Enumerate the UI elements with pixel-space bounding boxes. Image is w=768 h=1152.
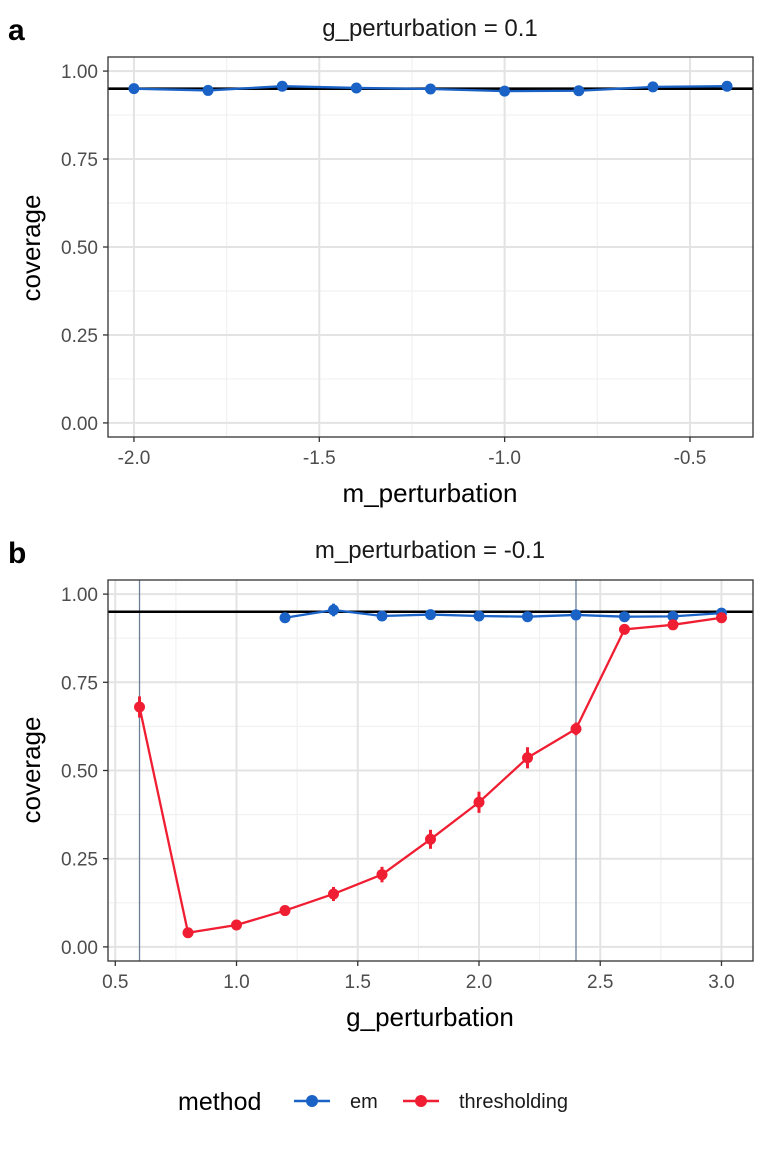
panel-b-y-axis-title: coverage xyxy=(16,717,46,824)
panel-label-b: b xyxy=(8,537,26,570)
panel-b-series-thresholding-point xyxy=(182,927,194,939)
panel-a-x-tick-label: -1.0 xyxy=(488,448,521,469)
panel-a-y-tick-label: 0.00 xyxy=(61,414,98,435)
panel-a-title: g_perturbation = 0.1 xyxy=(322,15,538,42)
legend: method em thresholding xyxy=(178,1088,568,1116)
panel-b-series-em-point xyxy=(425,609,436,621)
panel-a-y-tick-label: 0.75 xyxy=(61,150,98,171)
panel-a-series-em-point xyxy=(276,80,288,92)
panel-b-series-em-point xyxy=(521,611,533,623)
panel-b-series-em-point xyxy=(667,610,679,622)
panel-a-series-em-point xyxy=(499,85,511,97)
panel-b-x-tick-label: 0.5 xyxy=(102,972,128,993)
panel-b-series-thresholding-point xyxy=(231,919,243,931)
panel-a-series-em-point xyxy=(350,82,362,94)
panel-b-y-tick-label: 0.00 xyxy=(61,938,98,959)
panel-b-series-em-line xyxy=(284,608,722,619)
panel-b-series-em-point xyxy=(279,612,291,624)
panel-a-plot: -2.0 -1.5 -1.0 -0.5 0.00 0.25 0.50 0.75 1.00 xyxy=(61,56,754,469)
panel-a-series-em-point xyxy=(202,84,214,96)
panel-b-x-axis-title: g_perturbation xyxy=(346,1002,514,1032)
panel-a-series-em-point xyxy=(128,83,140,95)
panel-b-y-tick-label: 0.50 xyxy=(61,762,98,783)
legend-item-thresholding: thresholding xyxy=(403,1091,568,1113)
panel-a-series-em-point xyxy=(721,80,733,92)
panel-a-x-tick-label: -2.0 xyxy=(118,448,151,469)
panel-a-y-axis-title: coverage xyxy=(16,195,46,302)
panel-b-x-tick-label: 3.0 xyxy=(708,972,734,993)
panel-b-series-thresholding-point xyxy=(328,888,340,900)
panel-b-x-tick-label: 2.5 xyxy=(587,972,613,993)
legend-label-em: em xyxy=(350,1091,378,1113)
panel-b-series-em-point xyxy=(618,611,630,623)
panel-b-series-thresholding-point xyxy=(473,796,485,808)
panel-b-y-tick-label: 0.25 xyxy=(61,850,98,871)
legend-title: method xyxy=(178,1088,261,1116)
panel-a-series-em-point xyxy=(647,81,659,93)
panel-b-series-thresholding-point xyxy=(618,623,630,635)
panel-b-series-thresholding-point xyxy=(376,869,388,881)
panel-label-a: a xyxy=(8,14,25,47)
panel-b-y-tick-label: 0.75 xyxy=(61,673,98,694)
panel-b-x-tick-label: 2.0 xyxy=(466,972,492,993)
panel-b-y-tick-label: 1.00 xyxy=(61,585,98,606)
panel-b-series-em-point xyxy=(328,604,340,616)
panel-b-series-em-point xyxy=(376,610,388,622)
panel-b-title: m_perturbation = -0.1 xyxy=(315,537,545,564)
panel-a-series-em-point xyxy=(425,83,436,95)
panel-b-series-thresholding-point xyxy=(715,612,727,624)
panel-b-plot: 0.5 1.0 1.5 2.0 2.5 3.0 0.00 0.25 0.50 0.75 1.00 xyxy=(61,579,754,993)
panel-b-series-thresholding-point xyxy=(425,833,436,845)
panel-a-y-tick-label: 1.00 xyxy=(61,62,98,83)
panel-b-series-thresholding-point xyxy=(521,752,533,764)
legend-key-thresholding-point xyxy=(415,1095,427,1107)
legend-key-em-point xyxy=(306,1095,318,1107)
panel-a-series-em-point xyxy=(573,85,585,97)
panel-b-series-thresholding-point xyxy=(134,701,146,713)
panel-b-series-thresholding-point xyxy=(667,619,679,631)
panel-b-x-tick-label: 1.0 xyxy=(223,972,249,993)
legend-item-em: em xyxy=(294,1091,378,1113)
panel-b-x-tick-label: 1.5 xyxy=(345,972,371,993)
panel-a-y-tick-label: 0.25 xyxy=(61,326,98,347)
panel-b-series-thresholding-point xyxy=(279,905,291,917)
legend-label-thresholding: thresholding xyxy=(459,1091,568,1113)
panel-a-x-axis-title: m_perturbation xyxy=(343,478,518,508)
panel-a-x-tick-label: -1.5 xyxy=(303,448,336,469)
panel-b-series-em-point xyxy=(570,609,582,621)
panel-a-y-tick-label: 0.50 xyxy=(61,238,98,259)
panel-b-series-em-point xyxy=(473,610,485,622)
panel-a-x-tick-label: -0.5 xyxy=(674,448,707,469)
panel-b-series-thresholding-point xyxy=(570,723,582,735)
